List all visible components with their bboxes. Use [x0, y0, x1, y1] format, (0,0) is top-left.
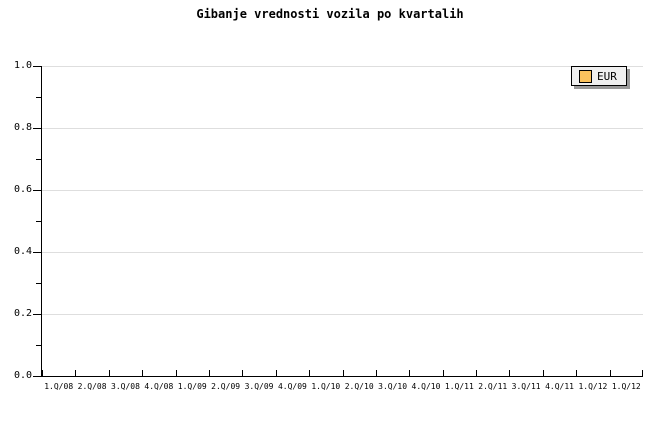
x-axis-tick: [75, 370, 76, 376]
chart-title: Gibanje vrednosti vozila po kvartalih: [196, 7, 464, 21]
x-axis-tick-label: 2.Q/09: [211, 382, 241, 391]
x-axis-tick: [142, 370, 143, 376]
y-axis-tick-label: 0.2: [13, 308, 32, 319]
y-axis-minor-tick: [36, 283, 41, 284]
y-axis-minor-tick: [36, 345, 41, 346]
x-axis-tick: [109, 370, 110, 376]
x-axis-tick: [409, 370, 410, 376]
x-axis-tick: [543, 370, 544, 376]
x-axis-tick-label: 3.Q/09: [244, 382, 274, 391]
y-axis-tick-label: 1.0: [13, 60, 32, 71]
y-axis-major-tick: [33, 190, 41, 191]
gridline: [42, 66, 643, 67]
y-axis-major-tick: [33, 314, 41, 315]
x-axis-tick: [343, 370, 344, 376]
y-axis-tick-label: 0.4: [13, 246, 32, 257]
x-axis-tick: [209, 370, 210, 376]
x-axis-tick: [42, 370, 43, 376]
x-axis-tick-label: 3.Q/11: [511, 382, 541, 391]
y-axis-tick-label: 0.8: [13, 122, 32, 133]
y-axis-minor-tick: [36, 221, 41, 222]
x-axis-tick-label: 2.Q/11: [478, 382, 508, 391]
legend-series-label: EUR: [597, 69, 617, 83]
x-axis-tick-label: 4.Q/10: [411, 382, 441, 391]
x-axis-tick-label: 1.Q/09: [177, 382, 207, 391]
gridline: [42, 128, 643, 129]
legend-box: EUR: [571, 66, 627, 86]
gridline: [42, 190, 643, 191]
x-axis-tick-label: 3.Q/08: [111, 382, 140, 391]
x-axis-tick-label: 2.Q/10: [344, 382, 374, 391]
x-axis-tick-label: 1.Q/12: [611, 382, 641, 391]
x-axis-tick: [276, 370, 277, 376]
y-axis-major-tick: [33, 376, 41, 377]
y-axis-minor-tick: [36, 97, 41, 98]
x-axis-tick: [476, 370, 477, 376]
x-axis-tick-label: 4.Q/11: [545, 382, 574, 391]
gridline: [42, 314, 643, 315]
x-axis-tick-label: 1.Q/08: [44, 382, 74, 391]
x-axis-tick: [242, 370, 243, 376]
x-axis-tick-label: 3.Q/10: [378, 382, 408, 391]
x-axis-tick: [176, 370, 177, 376]
x-axis-tick-label: 1.Q/10: [311, 382, 341, 391]
legend-series-swatch-icon: [579, 69, 592, 83]
y-axis-major-tick: [33, 252, 41, 253]
y-axis-tick-label: 0.6: [13, 184, 32, 195]
y-axis-major-tick: [33, 66, 41, 67]
x-axis-tick: [642, 370, 643, 376]
x-axis-tick-label: 4.Q/09: [277, 382, 307, 391]
x-axis-tick-label: 4.Q/08: [144, 382, 174, 391]
x-axis-tick: [610, 370, 611, 376]
x-axis-tick-label: 2.Q/08: [77, 382, 107, 391]
gridline: [42, 252, 643, 253]
y-axis-tick-label: 0.0: [13, 370, 32, 381]
x-axis-tick: [509, 370, 510, 376]
x-axis-tick: [376, 370, 377, 376]
y-axis-minor-tick: [36, 159, 41, 160]
x-axis-tick: [576, 370, 577, 376]
plot-area: [41, 66, 643, 377]
x-axis-tick-label: 1.Q/11: [444, 382, 474, 391]
x-axis-tick-label: 1.Q/12: [578, 382, 608, 391]
x-axis-tick: [443, 370, 444, 376]
x-axis-tick: [309, 370, 310, 376]
y-axis-major-tick: [33, 128, 41, 129]
